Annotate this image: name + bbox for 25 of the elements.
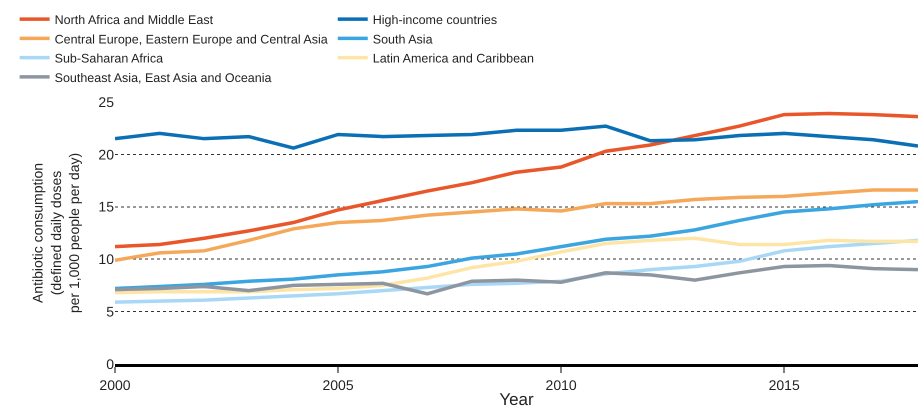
line-series <box>115 236 918 294</box>
legend-label: South Asia <box>372 32 433 46</box>
legend-label: Sub-Saharan Africa <box>54 52 164 66</box>
y-tick-label: 15 <box>98 198 114 215</box>
y-tick-label: 5 <box>106 304 114 320</box>
x-tick-label: 2015 <box>768 376 800 393</box>
x-tick-label: 2005 <box>322 376 354 393</box>
line-series <box>115 264 918 296</box>
legend-label: Central Europe, Eastern Europe and Central Asia <box>54 32 328 46</box>
y-tick-label: 20 <box>98 146 114 162</box>
line-series <box>115 188 918 262</box>
x-axis-title: Year <box>499 390 534 410</box>
legend-label: North Africa and Middle East <box>54 13 214 28</box>
legend-label: High-income countries <box>372 13 498 28</box>
y-tick-label: 25 <box>98 94 114 110</box>
y-tick-label: 0 <box>106 356 114 372</box>
legend-label: Southeast Asia, East Asia and Oceania <box>54 70 272 85</box>
legend-label: Latin America and Caribbean <box>372 52 534 66</box>
line-series <box>115 200 918 290</box>
y-tick-label: 10 <box>98 251 114 268</box>
y-axis-title: Antibiotic consumption (defined daily doses per 1,000 people per day) <box>30 152 82 314</box>
x-tick-label: 2010 <box>546 376 577 393</box>
line-series <box>115 112 918 248</box>
line-series <box>115 124 918 150</box>
x-tick-label: 2000 <box>99 376 131 393</box>
